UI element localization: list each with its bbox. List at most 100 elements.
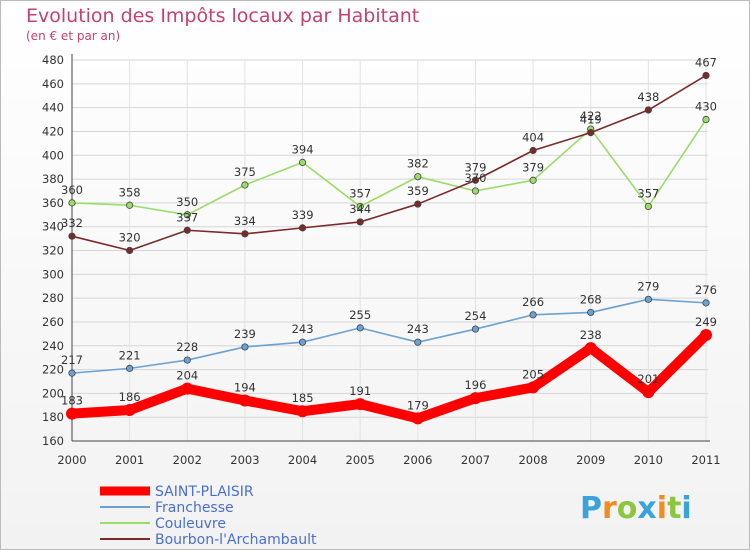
data-point (642, 386, 655, 399)
x-tick-label: 2005 (346, 453, 375, 467)
data-label: 228 (176, 340, 198, 354)
x-tick-label: 2007 (461, 453, 490, 467)
data-point (241, 343, 249, 351)
data-point (68, 232, 76, 240)
data-point (587, 308, 595, 317)
logo-letter: r (602, 491, 617, 526)
x-tick-label: 2010 (634, 453, 663, 467)
data-label: 337 (176, 210, 198, 224)
legend: SAINT-PLAISIRFranchesseCouleuvreBourbon-… (100, 484, 317, 548)
y-tick-label: 360 (42, 196, 64, 210)
data-point (529, 146, 537, 155)
y-tick-label: 420 (42, 124, 64, 138)
data-point (356, 218, 364, 226)
data-point (183, 211, 191, 219)
data-label: 339 (292, 208, 314, 222)
x-tick-label: 2008 (518, 453, 547, 467)
data-point (414, 338, 422, 346)
proxiti-logo: Proxiti (580, 491, 692, 526)
data-label: 375 (234, 165, 256, 179)
data-point (183, 356, 191, 364)
data-point (644, 202, 652, 211)
data-label: 239 (234, 327, 256, 341)
data-label: 359 (407, 184, 429, 198)
data-label: 196 (464, 378, 486, 392)
data-label: 221 (119, 348, 141, 362)
data-label: 201 (637, 372, 659, 386)
data-label: 179 (407, 398, 429, 412)
data-label: 350 (176, 195, 198, 209)
y-tick-label: 320 (42, 244, 64, 258)
data-label: 254 (464, 309, 486, 323)
data-point (296, 405, 309, 418)
data-point (298, 224, 307, 232)
legend-entry: Bourbon-l'Archambault (155, 532, 317, 548)
data-point (529, 176, 537, 184)
data-point (527, 381, 540, 394)
y-tick-label: 460 (42, 77, 64, 91)
data-label: 332 (61, 216, 83, 230)
data-label: 186 (119, 390, 141, 404)
y-tick-label: 160 (42, 434, 64, 448)
series-group (66, 71, 712, 425)
data-point (66, 407, 78, 420)
data-label: 243 (292, 322, 314, 336)
x-tick-label: 2000 (57, 453, 86, 467)
data-label: 357 (349, 186, 371, 200)
data-label: 249 (695, 315, 717, 329)
logo-letter: P (580, 491, 602, 526)
y-tick-label: 180 (42, 410, 64, 424)
data-label: 183 (61, 394, 83, 408)
series-line-3 (71, 74, 707, 252)
legend-entry: SAINT-PLAISIR (155, 484, 254, 500)
data-point (298, 158, 307, 166)
data-label: 238 (580, 328, 602, 342)
series-line-2 (71, 119, 707, 216)
data-point (702, 71, 710, 80)
data-point (354, 398, 367, 411)
data-point (587, 129, 595, 137)
data-label: 370 (464, 171, 486, 185)
y-tick-label: 200 (42, 386, 64, 400)
data-label: 382 (407, 157, 429, 171)
y-tick-label: 400 (42, 148, 64, 162)
x-tick-label: 2009 (576, 453, 605, 467)
x-tick-label: 2002 (173, 453, 202, 467)
data-point (529, 311, 537, 319)
series-line-1 (71, 298, 707, 374)
data-point (702, 115, 710, 124)
data-point (411, 412, 424, 425)
y-tick-label: 300 (42, 267, 64, 281)
data-point (181, 382, 194, 395)
data-point (471, 187, 480, 195)
x-tick-label: 2001 (115, 453, 144, 467)
data-label: 320 (119, 231, 141, 245)
data-label: 358 (119, 185, 141, 199)
data-point (126, 364, 134, 372)
data-point (356, 202, 364, 211)
logo-letter: x (637, 491, 656, 526)
data-point (471, 325, 480, 333)
data-point (241, 230, 249, 238)
data-point (68, 369, 76, 377)
data-label: 268 (580, 292, 602, 306)
x-tick-label: 2006 (403, 453, 432, 467)
data-point (644, 295, 652, 303)
data-label: 419 (580, 113, 602, 127)
data-label: 276 (695, 283, 717, 297)
logo-letter: i (681, 491, 691, 526)
data-label: 379 (464, 160, 486, 174)
data-label: 191 (349, 384, 371, 398)
data-point (469, 392, 482, 405)
chart-subtitle: (en € et par an) (26, 29, 120, 43)
data-label: 217 (61, 353, 83, 367)
data-labels: 360 3583503753943573823703794223574303323… (61, 55, 717, 412)
data-point (183, 226, 191, 234)
data-label: 255 (349, 308, 371, 322)
data-point (471, 176, 480, 184)
data-point (414, 200, 422, 208)
data-label: 394 (292, 142, 314, 156)
data-point (126, 201, 134, 209)
